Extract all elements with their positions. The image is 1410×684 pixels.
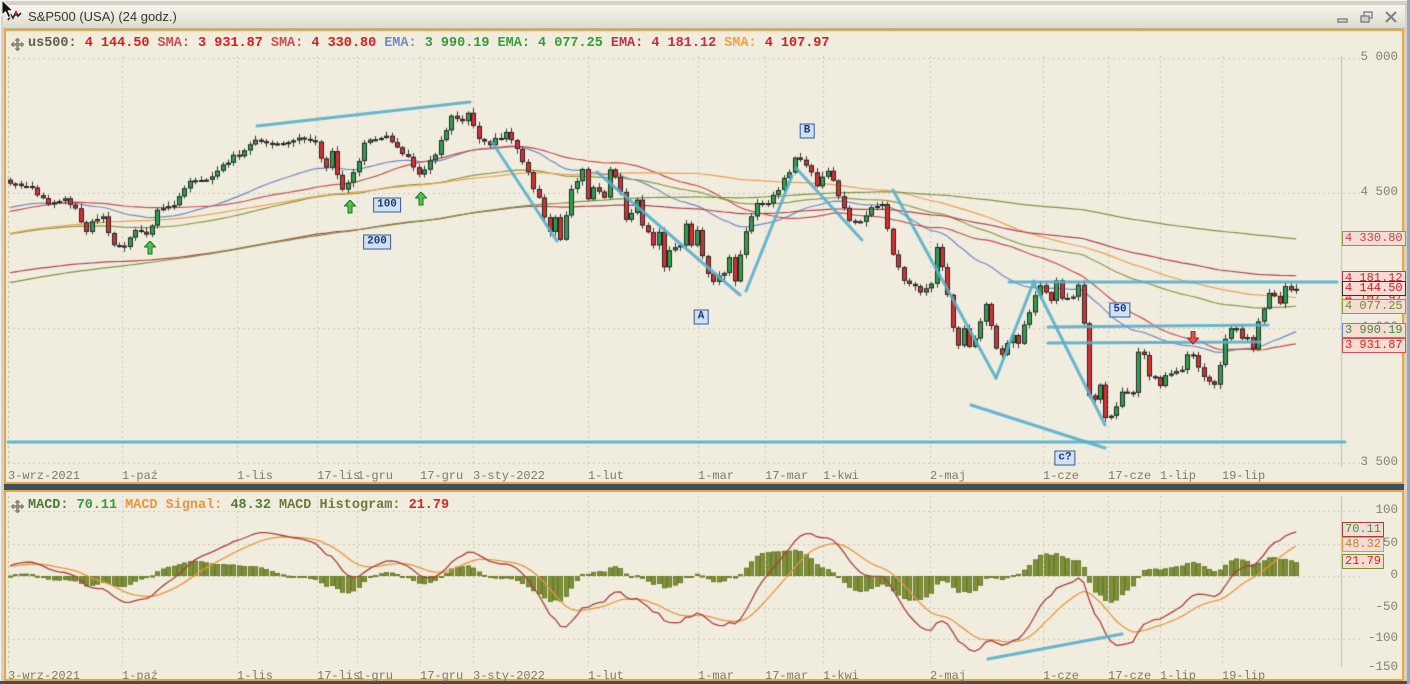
legend-label: us500: [28, 36, 85, 51]
macd-x-axis-tick-label: 1-paź [122, 669, 159, 683]
price-label: 3 990.19 [1342, 323, 1406, 338]
macd-axis-tick-label: 0 [1390, 568, 1398, 582]
legend-value: 3 931.87 [198, 36, 263, 51]
pan-icon[interactable] [10, 37, 25, 52]
macd-x-axis-tick-label: 17-lis [317, 669, 361, 683]
legend-value: 3 990.19 [424, 36, 490, 51]
legend-value: 70.11 [76, 498, 118, 513]
macd-x-axis-tick-label: 1-kwi [823, 669, 860, 683]
up-arrow-signal-icon[interactable] [343, 199, 357, 219]
macd-x-axis-tick-label: 2-maj [930, 669, 967, 683]
legend-value: 48.32 [230, 498, 271, 513]
legend-item: MACD: 70.11 [28, 498, 117, 513]
x-axis-tick-label: 1-paź [122, 469, 159, 483]
macd-x-axis-tick-label: 17-gru [420, 669, 464, 683]
macd-value-label: 21.79 [1342, 554, 1385, 569]
x-axis-tick-label: 1-lut [588, 469, 625, 483]
annotation-box[interactable]: 100 [373, 197, 401, 213]
macd-x-axis-tick-label: 1-lis [237, 669, 274, 683]
legend-item: us500: 4 144.50 [28, 36, 150, 51]
legend-label: MACD Signal: [125, 498, 231, 513]
macd-x-axis-tick-label: 1-mar [698, 669, 735, 683]
pan-icon[interactable] [10, 499, 25, 514]
mouse-cursor [1, 0, 15, 24]
down-arrow-signal-icon[interactable] [1186, 330, 1200, 350]
x-axis-tick-label: 3-wrz-2021 [8, 469, 81, 483]
macd-x-axis-tick-label: 1-cze [1043, 669, 1080, 683]
macd-axis-tick-label: -50 [1375, 600, 1398, 614]
x-axis-tick-label: 17-cze [1108, 469, 1152, 483]
macd-x-axis-tick-label: 1-lut [588, 669, 625, 683]
legend-value: 4 330.80 [311, 36, 377, 51]
macd-value-label: 70.11 [1342, 522, 1385, 537]
macd-value-label: 48.32 [1342, 537, 1385, 552]
macd-x-axis-tick-label: 17-cze [1108, 669, 1152, 683]
price-label: 3 931.87 [1342, 338, 1406, 353]
legend-value: 4 144.50 [84, 36, 150, 51]
macd-x-axis-tick-label: 3-wrz-2021 [8, 669, 81, 683]
legend-item: MACD Signal: 48.32 [125, 498, 271, 513]
legend-value: 4 181.12 [651, 36, 717, 51]
legend-item: SMA: 4 107.97 [724, 36, 829, 51]
annotation-box[interactable]: B [799, 123, 815, 139]
macd-axis-tick-label: 100 [1375, 503, 1398, 517]
legend-label: MACD Histogram: [278, 498, 409, 513]
legend-item: EMA: 4 181.12 [611, 36, 716, 51]
x-axis-tick-label: 2-maj [930, 469, 967, 483]
macd-axis-tick-label: -100 [1367, 631, 1398, 645]
macd-x-axis-tick-label: 3-sty-2022 [473, 669, 546, 683]
x-axis-tick-label: 1-mar [698, 469, 735, 483]
x-axis-tick-label: 1-lip [1160, 469, 1197, 483]
macd-axis-tick-label: -150 [1367, 660, 1398, 674]
main-chart-legend: us500: 4 144.50 SMA: 3 931.87 SMA: 4 330.8… [28, 36, 838, 51]
annotation-box[interactable]: A [693, 309, 709, 325]
legend-value: 21.79 [408, 498, 450, 513]
macd-x-axis-tick-label: 19-lip [1222, 669, 1266, 683]
x-axis-tick-label: 17-mar [765, 469, 809, 483]
annotation-box[interactable]: 200 [363, 234, 391, 250]
up-arrow-signal-icon[interactable] [414, 191, 428, 211]
legend-label: SMA: [157, 36, 199, 51]
legend-label: EMA: [384, 36, 425, 51]
legend-item: EMA: 4 077.25 [498, 36, 603, 51]
legend-value: 4 077.25 [538, 36, 603, 51]
x-axis-tick-label: 1-lis [237, 469, 274, 483]
x-axis-tick-label: 1-cze [1043, 469, 1080, 483]
legend-item: MACD Histogram: 21.79 [279, 498, 449, 513]
x-axis-tick-label: 17-lis [317, 469, 361, 483]
macd-axis-tick-label: 50 [1382, 536, 1398, 550]
legend-label: SMA: [724, 36, 765, 51]
y-axis-tick-label: 3 500 [1360, 455, 1398, 469]
price-label: 4 330.80 [1342, 231, 1406, 246]
legend-item: EMA: 3 990.19 [384, 36, 489, 51]
annotation-box[interactable]: 50 [1109, 302, 1131, 318]
x-axis-tick-label: 1-kwi [823, 469, 860, 483]
up-arrow-signal-icon[interactable] [143, 240, 157, 260]
y-axis-tick-label: 5 000 [1360, 50, 1398, 64]
x-axis-tick-label: 1-gru [357, 469, 394, 483]
macd-x-axis-tick-label: 1-lip [1160, 669, 1197, 683]
macd-x-axis-tick-label: 17-mar [765, 669, 809, 683]
annotation-box[interactable]: c? [1054, 450, 1076, 466]
y-axis-tick-label: 4 500 [1360, 185, 1398, 199]
x-axis-tick-label: 17-gru [420, 469, 464, 483]
price-label: 4 144.50 [1342, 281, 1406, 296]
legend-value: 4 107.97 [764, 36, 830, 51]
legend-item: SMA: 4 330.80 [271, 36, 376, 51]
legend-item: SMA: 3 931.87 [158, 36, 263, 51]
x-axis-tick-label: 3-sty-2022 [473, 469, 546, 483]
x-axis-tick-label: 19-lip [1222, 469, 1266, 483]
macd-x-axis-tick-label: 1-gru [357, 669, 394, 683]
legend-label: MACD: [28, 498, 77, 513]
price-label: 4 077.25 [1342, 299, 1406, 314]
macd-legend: MACD: 70.11 MACD Signal: 48.32 MACD Histog… [28, 498, 457, 513]
legend-label: EMA: [497, 36, 539, 51]
legend-label: EMA: [610, 36, 652, 51]
legend-label: SMA: [270, 36, 312, 51]
